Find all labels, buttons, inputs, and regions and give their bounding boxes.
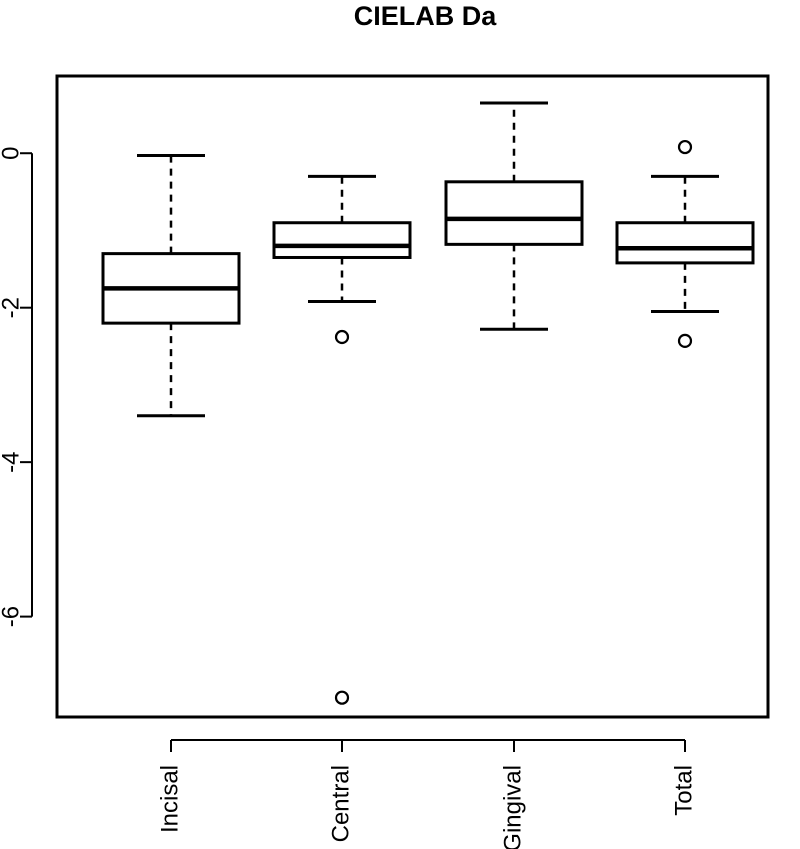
outlier-point: [334, 690, 350, 705]
y-tick-label: -2: [0, 297, 24, 318]
y-tick-label: -6: [0, 606, 24, 627]
x-axis: Incisal Central Gingival Total: [156, 739, 697, 849]
iqr-box: [444, 180, 584, 246]
x-tick-label: Incisal: [156, 765, 183, 833]
box-central: [272, 174, 412, 705]
y-axis: 0 -2 -4 -6: [0, 147, 33, 627]
box-total: [615, 139, 755, 348]
x-tick-label: Total: [670, 765, 697, 816]
box-gingival: [444, 101, 584, 331]
outlier-point: [677, 139, 693, 155]
y-tick-label: 0: [0, 147, 24, 160]
iqr-box: [272, 221, 412, 259]
x-tick-label: Gingival: [499, 765, 526, 849]
chart-title: CIELAB Da: [354, 1, 497, 31]
x-tick-label: Central: [327, 765, 354, 842]
iqr-box: [615, 221, 755, 265]
plot-frame: [55, 74, 770, 719]
y-tick-label: -4: [0, 451, 24, 472]
outlier-point: [334, 329, 350, 345]
boxes: [101, 101, 755, 705]
box-incisal: [101, 154, 241, 418]
outlier-point: [677, 333, 693, 348]
